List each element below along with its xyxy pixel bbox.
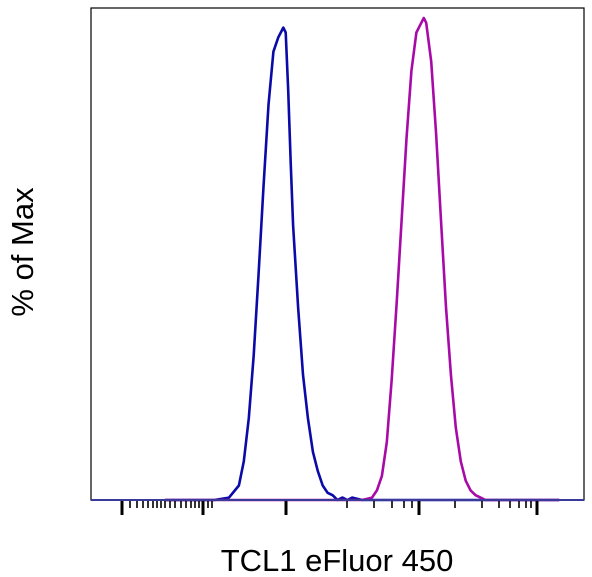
series-layer [164,16,560,502]
y-axis-title: % of Max [5,187,40,317]
histogram-series-2 [164,16,560,502]
histogram-series-1 [164,26,560,502]
x-axis-title: TCL1 eFluor 450 [221,543,454,577]
x-axis-ticks [120,501,539,515]
plot-frame [90,7,585,501]
